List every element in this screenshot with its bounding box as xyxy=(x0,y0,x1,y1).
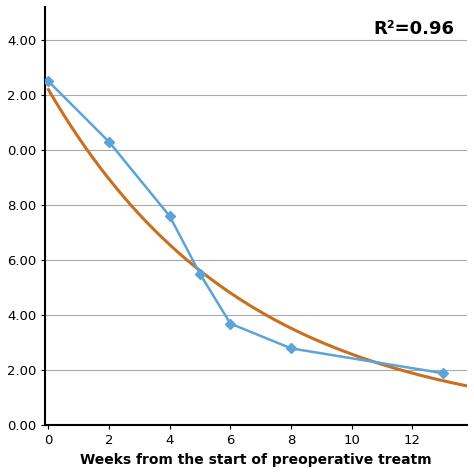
X-axis label: Weeks from the start of preoperative treatm: Weeks from the start of preoperative tre… xyxy=(81,453,432,467)
Text: R²=0.96: R²=0.96 xyxy=(374,19,455,37)
